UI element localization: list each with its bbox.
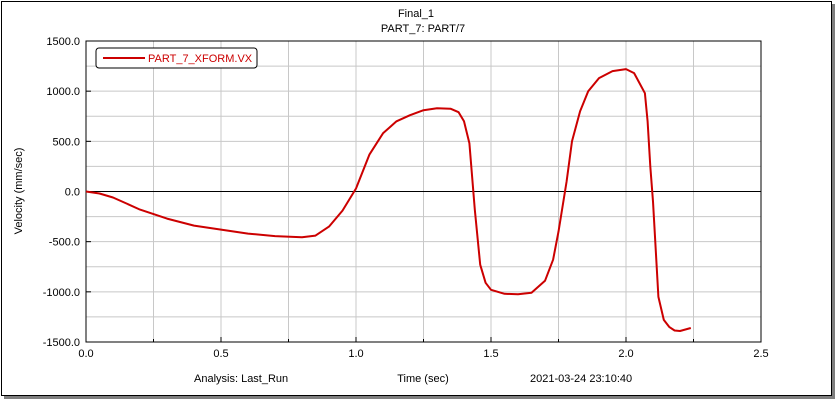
- y-tick-label: -1500.0: [43, 337, 80, 349]
- x-axis-label: Time (sec): [397, 373, 449, 385]
- x-tick-label: 2.0: [618, 348, 633, 360]
- legend-box: [95, 47, 258, 69]
- x-tick-label: 2.5: [753, 348, 768, 360]
- x-tick-label: 1.0: [348, 348, 363, 360]
- analysis-label: Analysis: Last_Run: [194, 373, 288, 385]
- axis-ticks: 0.0 0.5 1.0 1.5 2.0 2.5 1500.0 1000.0 500.0 0.0 -5…: [43, 36, 769, 360]
- x-tick-label: 0.5: [213, 348, 228, 360]
- y-tick-label: 1000.0: [46, 86, 80, 98]
- grid-lines: [86, 41, 761, 342]
- x-tick-label: 0.0: [78, 348, 93, 360]
- series-line-vx: [85, 68, 692, 332]
- series-layer: [85, 68, 692, 332]
- y-axis-label: Velocity (mm/sec): [13, 148, 25, 235]
- chart-subtitle: PART_7: PART/7: [381, 23, 465, 35]
- y-tick-label: 0.0: [65, 187, 80, 199]
- timestamp: 2021-03-24 23:10:40: [530, 373, 632, 385]
- chart-title: Final_1: [398, 8, 434, 20]
- y-tick-label: 1500.0: [46, 36, 80, 48]
- y-tick-label: -500.0: [49, 237, 80, 249]
- x-tick-label: 1.5: [483, 348, 498, 360]
- legend-label: PART_7_XFORM.VX: [148, 53, 253, 65]
- y-tick-label: -1000.0: [43, 287, 80, 299]
- y-tick-label: 500.0: [52, 136, 80, 148]
- legend: PART_7_XFORM.VX: [95, 47, 258, 69]
